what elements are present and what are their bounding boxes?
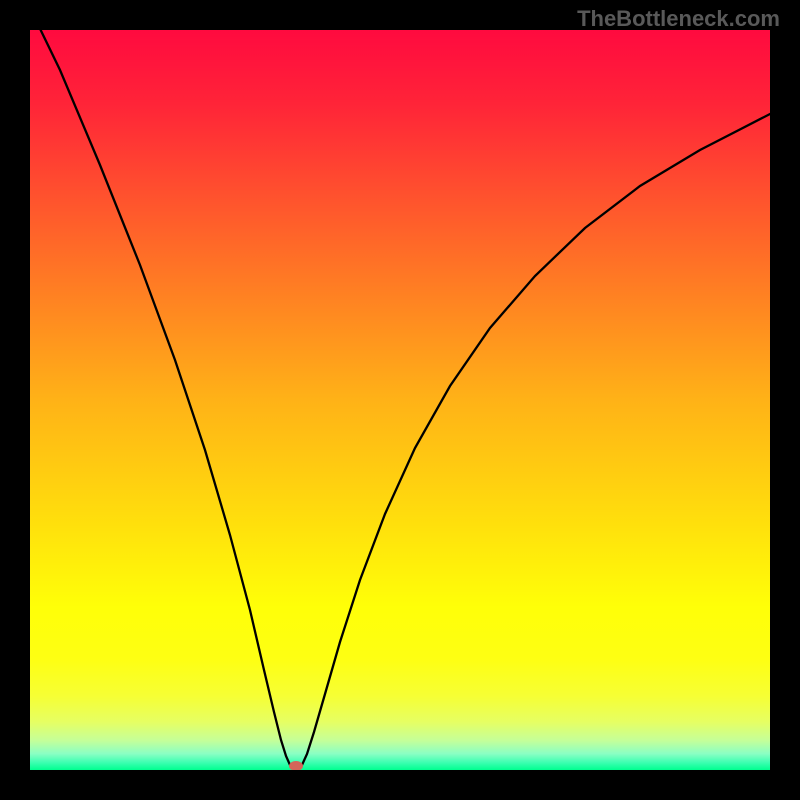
chart-svg xyxy=(0,0,800,800)
frame-right xyxy=(770,0,800,800)
watermark-text: TheBottleneck.com xyxy=(577,6,780,32)
bottleneck-curve-left xyxy=(30,8,290,765)
bottleneck-curve-right xyxy=(302,114,770,765)
frame-bottom xyxy=(0,770,800,800)
frame-left xyxy=(0,0,30,800)
chart-container: TheBottleneck.com xyxy=(0,0,800,800)
